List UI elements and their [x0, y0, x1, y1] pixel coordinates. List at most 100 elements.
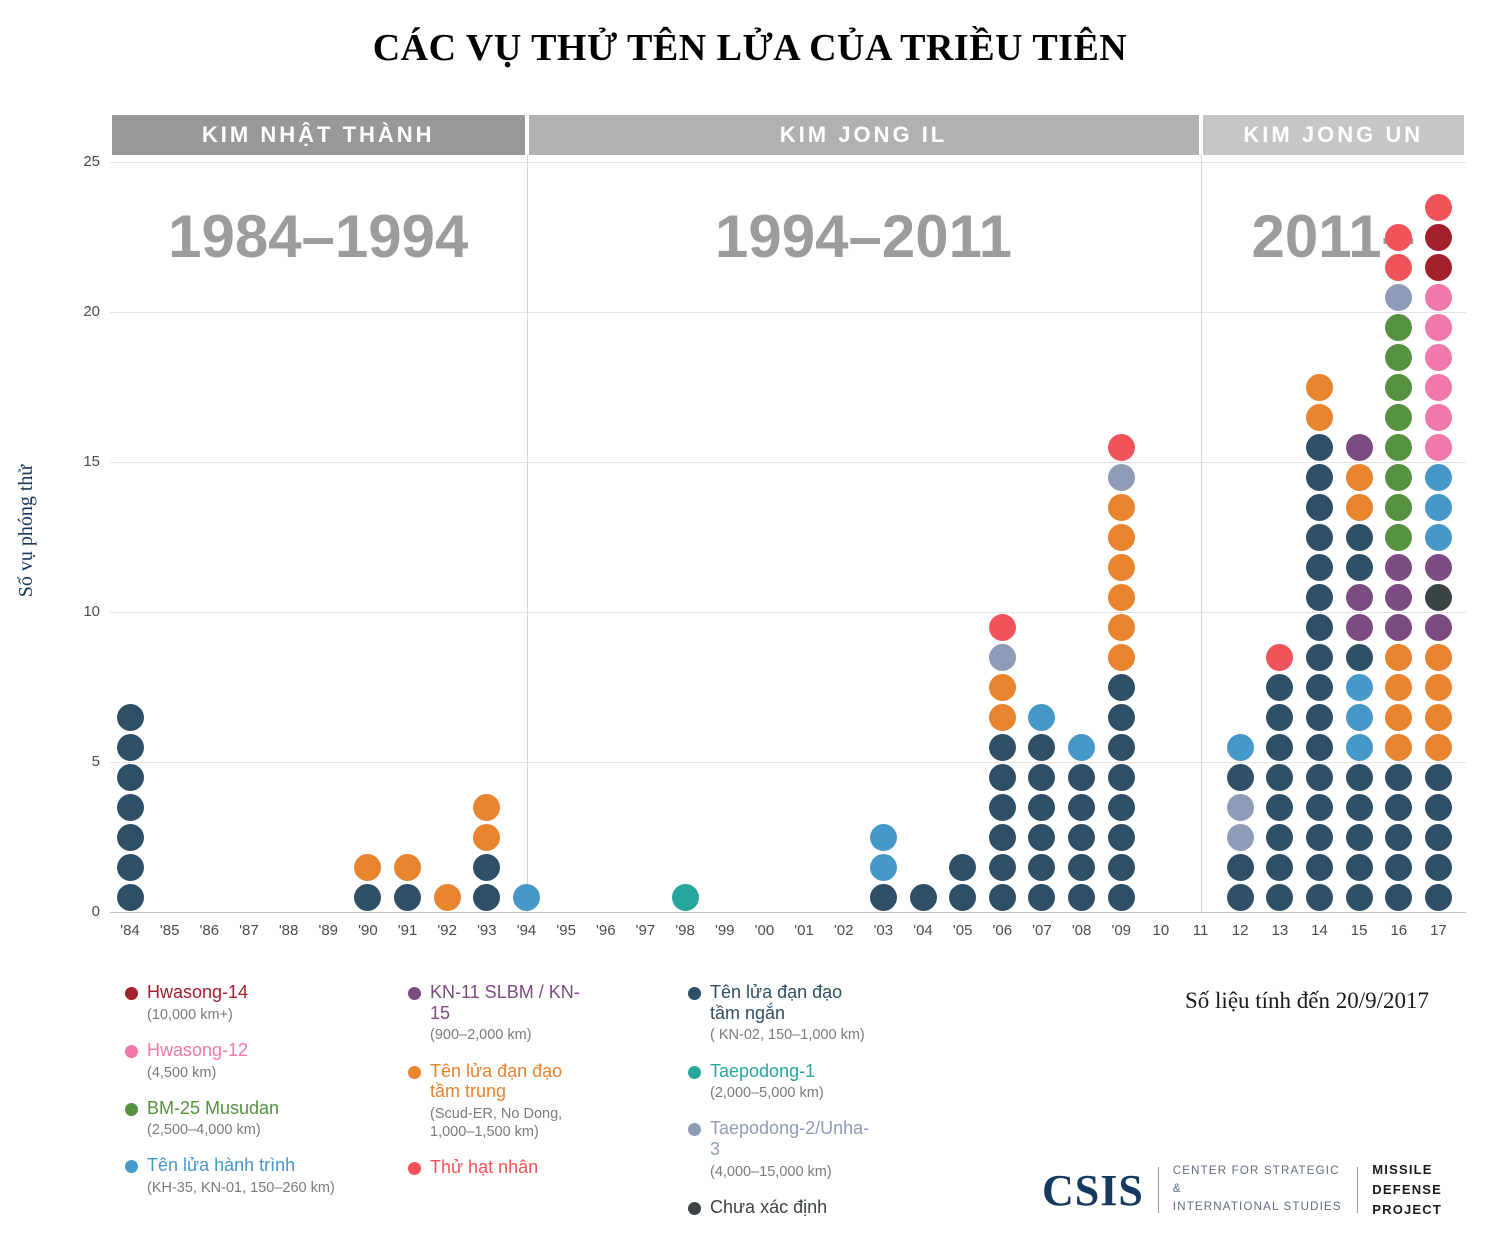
dot-2015-srbm	[1345, 793, 1373, 821]
dot-2006-mrbm	[988, 703, 1016, 731]
dot-2004-srbm	[909, 883, 937, 911]
x-tick-label-2004: '04	[913, 922, 933, 939]
x-tick-label-2014: 14	[1311, 922, 1328, 939]
legend-sublabel: (Scud-ER, No Dong, 1,000–1,500 km)	[430, 1105, 563, 1140]
footer-divider	[1157, 1167, 1159, 1214]
legend-item-nuclear: Thử hạt nhân	[408, 1157, 593, 1178]
dot-2016-kn11	[1385, 613, 1413, 641]
legend-text: BM-25 Musudan (2,500–4,000 km)	[147, 1098, 279, 1140]
x-tick-label-2003: '03	[873, 922, 894, 939]
era-band-2: KIM JONG IL	[528, 115, 1199, 155]
legend-item-musudan: BM-25 Musudan (2,500–4,000 km)	[125, 1098, 335, 1140]
x-tick-label-1999: '99	[714, 922, 735, 939]
dot-2016-nuclear	[1385, 253, 1413, 281]
x-tick-label-2001: '01	[794, 922, 814, 939]
dot-2017-kn11	[1424, 553, 1452, 581]
x-tick-label-1994: '94	[516, 922, 537, 939]
legend-item-kn11: KN-11 SLBM / KN-15 (900–2,000 km)	[408, 982, 593, 1045]
legend-sublabel: (10,000 km+)	[147, 1006, 233, 1023]
legend-item-cruise: Tên lửa hành trình (KH-35, KN-01, 150–260…	[125, 1155, 335, 1197]
y-tick-label-0: 0	[91, 903, 100, 920]
x-tick-label-2011: 11	[1192, 922, 1209, 939]
dot-2006-srbm	[988, 823, 1016, 851]
dot-2013-nuclear	[1266, 643, 1294, 671]
dot-2017-cruise	[1424, 463, 1452, 491]
x-tick-label-1990: '90	[358, 922, 378, 939]
dot-2015-srbm	[1345, 553, 1373, 581]
y-tick-label-25: 25	[83, 153, 100, 170]
dot-2006-srbm	[988, 793, 1016, 821]
dot-1993-srbm	[473, 853, 501, 881]
dot-2017-mrbm	[1424, 643, 1452, 671]
dot-2016-musudan	[1385, 343, 1413, 371]
dot-1984-srbm	[116, 703, 144, 731]
dot-2009-nuclear	[1107, 433, 1135, 461]
dot-2006-srbm	[988, 733, 1016, 761]
era-band-1: KIM NHẬT THÀNH	[112, 115, 525, 155]
legend-label: Thử hạt nhân	[430, 1157, 539, 1178]
dot-2017-srbm	[1424, 793, 1452, 821]
dot-2017-unknown	[1424, 583, 1452, 611]
dot-2013-srbm	[1266, 823, 1294, 851]
legend-sublabel: (4,000–15,000 km)	[710, 1163, 832, 1180]
dot-2009-mrbm	[1107, 553, 1135, 581]
dot-1998-taepodong1	[671, 883, 699, 911]
footer-org-line2: INTERNATIONAL STUDIES	[1172, 1201, 1342, 1214]
dot-2013-srbm	[1266, 733, 1294, 761]
legend-text: Tên lửa đạn đạo tầm ngắn ( KN-02, 150–1,0…	[710, 982, 873, 1045]
dot-2017-hwasong12	[1424, 343, 1452, 371]
dot-1993-mrbm	[473, 793, 501, 821]
legend-label: Hwasong-12	[147, 1039, 249, 1060]
dot-2017-kn11	[1424, 613, 1452, 641]
dot-1984-srbm	[116, 733, 144, 761]
dot-2017-srbm	[1424, 763, 1452, 791]
dot-2017-mrbm	[1424, 733, 1452, 761]
dot-2012-srbm	[1226, 763, 1254, 791]
dot-1984-srbm	[116, 883, 144, 911]
dot-2003-cruise	[869, 823, 897, 851]
x-tick-label-1986: '86	[199, 922, 220, 939]
x-tick-label-2006: '06	[992, 922, 1013, 939]
x-tick-label-1992: '92	[437, 922, 457, 939]
dot-2006-taepodong2	[988, 643, 1016, 671]
x-tick-label-1989: '89	[318, 922, 339, 939]
dot-2016-srbm	[1385, 763, 1413, 791]
dot-2014-srbm	[1306, 433, 1333, 461]
era-band-3: KIM JONG UN	[1202, 115, 1464, 155]
dot-2015-kn11	[1345, 583, 1373, 611]
dot-2012-cruise	[1226, 733, 1254, 761]
x-tick-label-2016: 16	[1390, 922, 1408, 939]
footer-org-name: CENTER FOR STRATEGIC & INTERNATIONAL STU…	[1173, 1163, 1343, 1216]
x-tick-label-2015: 15	[1350, 922, 1368, 939]
dot-2013-srbm	[1266, 883, 1294, 911]
dot-2015-cruise	[1345, 703, 1373, 731]
legend-sublabel: (2,500–4,000 km)	[147, 1122, 261, 1139]
dot-2008-srbm	[1068, 883, 1096, 911]
x-tick-label-1997: '97	[635, 922, 656, 939]
y-tick-label-5: 5	[91, 753, 100, 770]
mrbm-swatch	[408, 1065, 421, 1079]
dot-2008-srbm	[1068, 853, 1096, 881]
dot-2017-srbm	[1424, 823, 1452, 851]
dot-2016-srbm	[1385, 823, 1413, 851]
legend-column-2: KN-11 SLBM / KN-15 (900–2,000 km) Tên lửa …	[408, 982, 593, 1194]
dot-2007-srbm	[1028, 763, 1056, 791]
dot-2016-musudan	[1385, 373, 1413, 401]
dot-2015-srbm	[1345, 853, 1373, 881]
dot-2017-srbm	[1424, 883, 1452, 911]
x-tick-label-1991: '91	[397, 922, 418, 939]
y-tick-label-15: 15	[83, 453, 100, 470]
x-tick-label-2008: '08	[1071, 922, 1092, 939]
dot-2016-nuclear	[1385, 223, 1413, 251]
csis-logo: CSIS	[1042, 1165, 1144, 1215]
gridline-20	[110, 312, 1466, 313]
dot-2013-srbm	[1266, 703, 1294, 731]
legend-sublabel: ( KN-02, 150–1,000 km)	[710, 1027, 865, 1044]
dot-2014-srbm	[1306, 823, 1333, 851]
dot-2009-srbm	[1107, 793, 1135, 821]
kn11-swatch	[408, 987, 421, 1000]
legend-item-mrbm: Tên lửa đạn đạo tầm trung (Scud-ER, No Do…	[408, 1061, 593, 1142]
musudan-swatch	[125, 1102, 138, 1116]
dot-1984-srbm	[116, 823, 144, 851]
